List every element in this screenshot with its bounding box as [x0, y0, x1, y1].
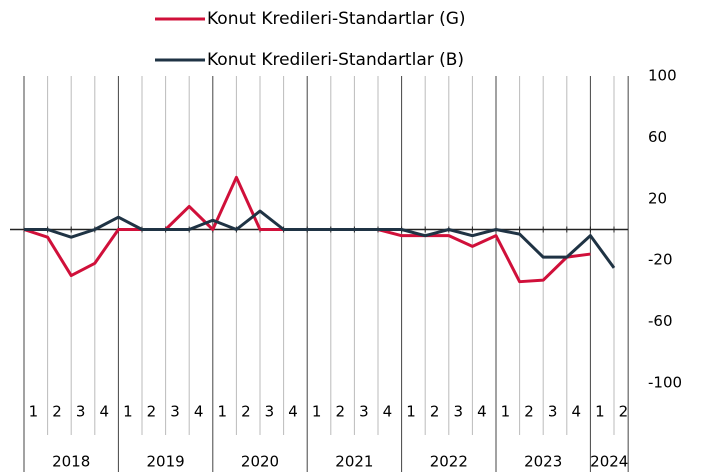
x-group-label: 2019 [147, 453, 185, 471]
x-group-label: 2024 [590, 453, 628, 471]
x-tick-label: 3 [76, 403, 86, 421]
x-tick-label: 4 [99, 403, 109, 421]
x-tick-label: 4 [194, 403, 204, 421]
x-tick-label: 3 [170, 403, 180, 421]
series-line [24, 209, 616, 269]
x-tick-label: 4 [383, 403, 393, 421]
x-group-label: 2020 [241, 453, 279, 471]
x-tick-label: 1 [312, 403, 322, 421]
x-tick-label: 2 [335, 403, 345, 421]
legend-label: Konut Kredileri-Standartlar (B) [207, 50, 464, 70]
x-tick-label: 4 [571, 403, 581, 421]
x-tick-label: 3 [453, 403, 463, 421]
x-tick-label: 3 [265, 403, 275, 421]
x-group-label: 2018 [52, 453, 90, 471]
y-tick-label: 20 [648, 189, 667, 207]
x-tick-label: 3 [359, 403, 369, 421]
y-tick-label: -60 [648, 312, 673, 330]
x-tick-label: 4 [477, 403, 487, 421]
x-tick-label: 1 [29, 403, 39, 421]
x-tick-label: 1 [123, 403, 133, 421]
x-tick-label: 4 [288, 403, 298, 421]
y-tick-label: -100 [648, 374, 682, 392]
x-tick-label: 1 [501, 403, 511, 421]
x-tick-label: 1 [595, 403, 605, 421]
x-tick-label: 2 [147, 403, 157, 421]
y-tick-label: 60 [648, 128, 667, 146]
x-group-label: 2022 [430, 453, 468, 471]
x-tick-label: 2 [619, 403, 629, 421]
x-tick-label: 1 [217, 403, 227, 421]
x-tick-label: 2 [52, 403, 62, 421]
x-tick-label: 3 [548, 403, 558, 421]
y-tick-label: 100 [648, 67, 677, 85]
x-tick-label: 1 [406, 403, 416, 421]
x-group-label: 2021 [335, 453, 373, 471]
x-tick-label: 2 [241, 403, 251, 421]
x-tick-label: 2 [524, 403, 534, 421]
legend-label: Konut Kredileri-Standartlar (G) [207, 9, 466, 29]
x-tick-label: 2 [430, 403, 440, 421]
x-group-label: 2023 [524, 453, 562, 471]
y-tick-label: -20 [648, 251, 673, 269]
